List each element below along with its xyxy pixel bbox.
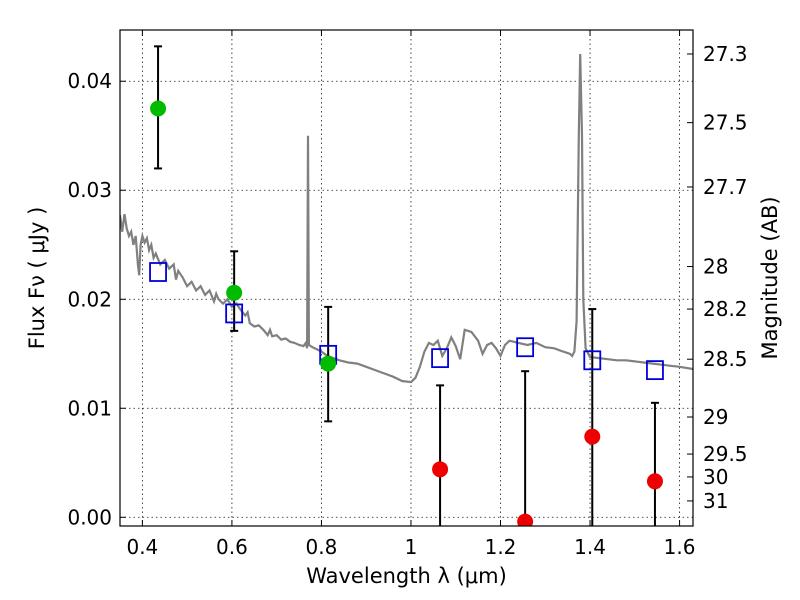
plot-frame [119, 29, 694, 527]
x-tick-label: 1.2 [485, 535, 517, 559]
right-tick-label: 30 [703, 465, 728, 489]
grid-lines [120, 30, 693, 526]
model-spectrum [120, 53, 693, 384]
nondetection-point [584, 428, 601, 445]
axis-ticks: 0.4 0.6 0.8 1 1.2 1.4 1.6 0.00 0.01 0.02 0.03 0.04 2… [67, 30, 748, 559]
model-photometry-square [646, 360, 664, 381]
nondetection-point [646, 473, 663, 490]
y-tick-label: 0.00 [67, 505, 112, 529]
spectrum-line [120, 53, 693, 384]
right-axis-label: Magnitude (AB) [758, 196, 782, 359]
y-axis-label: Flux Fν ( μJy ) [25, 207, 49, 350]
right-tick-label: 28.2 [703, 297, 748, 321]
model-photometry-square [431, 348, 449, 369]
right-tick-label: 31 [703, 489, 728, 513]
right-tick-label: 27.7 [703, 175, 748, 199]
x-tick-label: 0.4 [126, 535, 158, 559]
detection-point [150, 100, 167, 117]
y-tick-label: 0.04 [67, 69, 112, 93]
x-tick-label: 1.6 [664, 535, 696, 559]
right-tick-label: 27.5 [703, 111, 748, 135]
right-tick-label: 29 [703, 405, 728, 429]
x-tick-label: 0.6 [216, 535, 248, 559]
data-markers [149, 100, 664, 526]
y-tick-label: 0.01 [67, 396, 112, 420]
right-tick-label: 28 [703, 255, 728, 279]
x-tick-label: 0.8 [306, 535, 338, 559]
x-tick-label: 1.4 [574, 535, 606, 559]
right-tick-label: 29.5 [703, 442, 748, 466]
nondetection-point [517, 513, 534, 526]
model-photometry-square [149, 262, 167, 282]
right-tick-label: 27.3 [703, 42, 748, 66]
y-tick-label: 0.02 [67, 287, 112, 311]
detection-point [320, 355, 337, 372]
model-photometry-square [225, 303, 244, 324]
right-tick-label: 28.5 [703, 347, 748, 371]
model-photometry-square [516, 337, 535, 358]
x-tick-label: 1 [405, 535, 418, 559]
model-photometry-square [583, 350, 602, 371]
y-tick-label: 0.03 [67, 178, 112, 202]
nondetection-point [432, 461, 449, 478]
detection-point [226, 284, 243, 301]
x-axis-label: Wavelength λ (μm) [306, 564, 507, 588]
